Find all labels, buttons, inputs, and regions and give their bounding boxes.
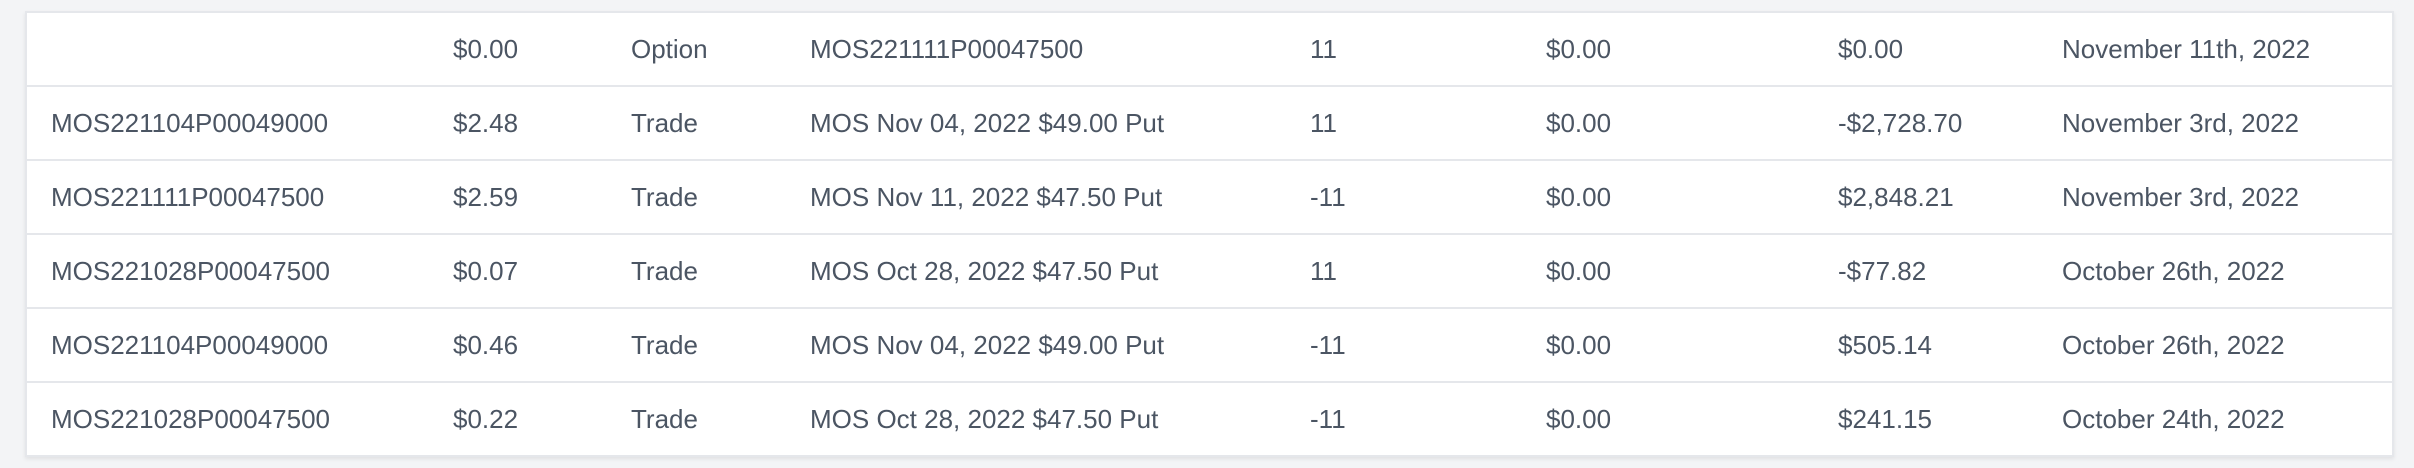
cell-fees: $0.00	[1546, 256, 1612, 286]
cell-date: October 26th, 2022	[2062, 256, 2285, 286]
cell-date: October 24th, 2022	[2062, 404, 2285, 434]
cell-price: $0.07	[453, 256, 519, 286]
cell-symbol: MOS221028P00047500	[51, 404, 331, 434]
cell-price: $2.59	[453, 182, 519, 212]
cell-description: MOS Nov 11, 2022 $47.50 Put	[810, 182, 1163, 212]
cell-quantity: -11	[1310, 330, 1346, 360]
table-row[interactable]: MOS221028P00047500 $0.22 Trade MOS Oct 28, …	[27, 383, 2392, 457]
cell-symbol: MOS221104P00049000	[51, 108, 329, 138]
cell-type: Trade	[631, 256, 698, 286]
cell-price: $2.48	[453, 108, 519, 138]
cell-symbol: MOS221111P00047500	[51, 182, 325, 212]
cell-type: Option	[631, 34, 708, 64]
cell-fees: $0.00	[1546, 330, 1612, 360]
cell-quantity: -11	[1310, 182, 1346, 212]
cell-date: October 26th, 2022	[2062, 330, 2285, 360]
cell-symbol: MOS221104P00049000	[51, 330, 329, 360]
cell-description: MOS Oct 28, 2022 $47.50 Put	[810, 404, 1159, 434]
cell-description: MOS Nov 04, 2022 $49.00 Put	[810, 108, 1165, 138]
cell-quantity: 11	[1310, 34, 1337, 64]
cell-date: November 3rd, 2022	[2062, 108, 2300, 138]
cell-description: MOS Oct 28, 2022 $47.50 Put	[810, 256, 1159, 286]
cell-fees: $0.00	[1546, 34, 1612, 64]
cell-price: $0.46	[453, 330, 519, 360]
cell-price: $0.00	[453, 34, 519, 64]
cell-type: Trade	[631, 404, 698, 434]
cell-fees: $0.00	[1546, 404, 1612, 434]
cell-amount: -$2,728.70	[1838, 108, 1963, 138]
cell-description: MOS Nov 04, 2022 $49.00 Put	[810, 330, 1165, 360]
table-row[interactable]: $0.00 Option MOS221111P00047500 11 $0.00 $0.0…	[27, 13, 2392, 87]
cell-amount: $241.15	[1838, 404, 1932, 434]
cell-type: Trade	[631, 108, 698, 138]
cell-price: $0.22	[453, 404, 519, 434]
cell-amount: $0.00	[1838, 34, 1904, 64]
cell-date: November 3rd, 2022	[2062, 182, 2300, 212]
cell-quantity: 11	[1310, 108, 1337, 138]
table-row[interactable]: MOS221104P00049000 $0.46 Trade MOS Nov 04, …	[27, 309, 2392, 383]
table-row[interactable]: MOS221111P00047500 $2.59 Trade MOS Nov 11, …	[27, 161, 2392, 235]
table-row[interactable]: MOS221104P00049000 $2.48 Trade MOS Nov 04, …	[27, 87, 2392, 161]
cell-date: November 11th, 2022	[2062, 34, 2311, 64]
cell-amount: -$77.82	[1838, 256, 1927, 286]
cell-type: Trade	[631, 182, 698, 212]
cell-amount: $505.14	[1838, 330, 1932, 360]
table-row[interactable]: MOS221028P00047500 $0.07 Trade MOS Oct 28, …	[27, 235, 2392, 309]
cell-type: Trade	[631, 330, 698, 360]
cell-fees: $0.00	[1546, 182, 1612, 212]
cell-quantity: -11	[1310, 404, 1346, 434]
cell-amount: $2,848.21	[1838, 182, 1954, 212]
cell-quantity: 11	[1310, 256, 1337, 286]
transactions-table: $0.00 Option MOS221111P00047500 11 $0.00 $0.0…	[25, 11, 2394, 457]
cell-description: MOS221111P00047500	[810, 34, 1084, 64]
cell-symbol: MOS221028P00047500	[51, 256, 331, 286]
cell-fees: $0.00	[1546, 108, 1612, 138]
